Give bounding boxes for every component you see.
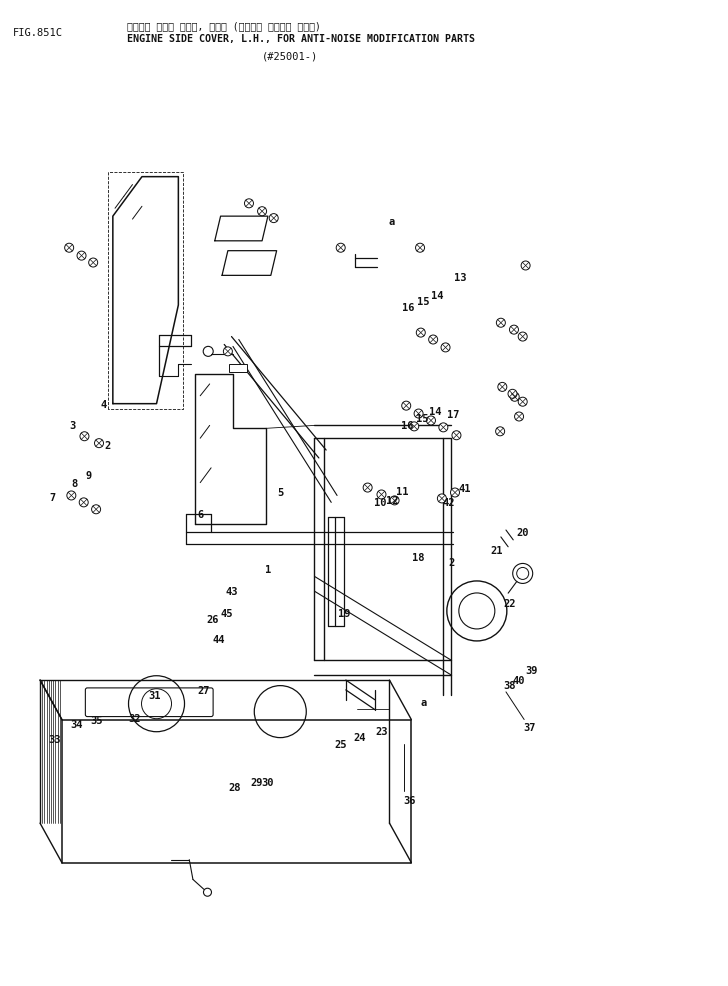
Circle shape [508, 389, 517, 399]
Circle shape [390, 496, 399, 506]
Text: 45: 45 [220, 608, 233, 618]
Text: 4: 4 [100, 399, 106, 409]
Text: 10: 10 [374, 498, 387, 508]
Text: 36: 36 [403, 796, 416, 806]
Text: 6: 6 [197, 510, 203, 520]
Circle shape [67, 491, 76, 501]
Text: 40: 40 [513, 675, 526, 685]
Text: 39: 39 [525, 666, 538, 675]
Text: 5: 5 [277, 488, 283, 498]
Text: 32: 32 [128, 713, 141, 723]
Circle shape [95, 439, 103, 449]
Text: 41: 41 [458, 483, 471, 493]
Text: 9: 9 [86, 470, 92, 480]
Text: 15: 15 [417, 297, 430, 307]
Text: 33: 33 [48, 735, 61, 744]
Text: 31: 31 [148, 690, 161, 700]
Circle shape [414, 409, 423, 419]
Circle shape [80, 432, 89, 442]
Circle shape [510, 325, 518, 335]
Text: ENGINE SIDE COVER, L.H., FOR ANTI-NOISE MODIFICATION PARTS: ENGINE SIDE COVER, L.H., FOR ANTI-NOISE … [127, 34, 475, 43]
Circle shape [245, 199, 253, 209]
Text: 8: 8 [71, 478, 77, 488]
Text: 2: 2 [105, 441, 111, 451]
Text: 22: 22 [503, 599, 516, 608]
Text: 13: 13 [454, 273, 467, 283]
Text: 17: 17 [447, 409, 460, 419]
Text: 3: 3 [70, 421, 76, 431]
Text: a: a [389, 217, 395, 227]
Text: エンジン サイド カバー, ヒダリ (ソウオン タイサク ブヒン): エンジン サイド カバー, ヒダリ (ソウオン タイサク ブヒン) [127, 21, 321, 31]
Circle shape [427, 416, 435, 426]
Text: 12: 12 [386, 496, 399, 506]
Circle shape [363, 483, 372, 493]
Text: 21: 21 [490, 545, 503, 555]
Circle shape [498, 383, 507, 392]
Circle shape [89, 258, 98, 268]
Text: 1: 1 [265, 565, 271, 575]
Text: (#25001-): (#25001-) [262, 51, 318, 61]
Text: 43: 43 [225, 587, 238, 597]
Circle shape [518, 332, 527, 342]
Circle shape [429, 335, 438, 345]
Circle shape [258, 207, 266, 217]
Circle shape [452, 431, 461, 441]
Text: 7: 7 [50, 493, 55, 503]
Text: 27: 27 [197, 685, 210, 695]
FancyBboxPatch shape [229, 365, 248, 373]
Text: 28: 28 [228, 782, 241, 792]
Text: 42: 42 [443, 498, 456, 508]
Text: 26: 26 [206, 614, 219, 624]
Circle shape [377, 490, 386, 500]
Text: 16: 16 [402, 303, 415, 313]
Text: 18: 18 [411, 552, 424, 562]
Circle shape [416, 328, 425, 338]
Text: 34: 34 [70, 720, 83, 730]
Circle shape [92, 505, 100, 515]
Text: 44: 44 [213, 634, 226, 644]
Circle shape [77, 251, 86, 261]
Text: 2: 2 [448, 557, 454, 567]
Text: FIG.851C: FIG.851C [13, 28, 63, 37]
Circle shape [402, 401, 411, 411]
Text: 23: 23 [375, 727, 388, 737]
Text: 14: 14 [431, 291, 444, 301]
Circle shape [410, 422, 419, 432]
Circle shape [416, 244, 424, 253]
Circle shape [510, 392, 519, 402]
Circle shape [269, 214, 278, 224]
Text: 11: 11 [396, 486, 409, 496]
Circle shape [65, 244, 74, 253]
Circle shape [441, 343, 450, 353]
Text: 35: 35 [90, 715, 103, 725]
Circle shape [336, 244, 345, 253]
Text: 38: 38 [503, 680, 516, 690]
Text: 37: 37 [523, 723, 537, 733]
Circle shape [521, 261, 530, 271]
Circle shape [438, 494, 446, 504]
Text: 15: 15 [416, 414, 429, 424]
Text: 14: 14 [429, 406, 442, 416]
Text: 24: 24 [353, 733, 366, 742]
Text: 20: 20 [516, 528, 529, 537]
Text: 29: 29 [250, 777, 263, 787]
Text: 19: 19 [338, 608, 351, 618]
Text: 16: 16 [401, 421, 414, 431]
Circle shape [515, 412, 523, 422]
Circle shape [439, 423, 448, 433]
Text: 25: 25 [334, 740, 347, 749]
Circle shape [451, 488, 459, 498]
Circle shape [79, 498, 88, 508]
Circle shape [518, 397, 527, 407]
Circle shape [496, 427, 505, 437]
Text: a: a [421, 697, 427, 707]
Circle shape [496, 318, 505, 328]
Circle shape [223, 347, 232, 357]
Text: 30: 30 [261, 777, 274, 787]
